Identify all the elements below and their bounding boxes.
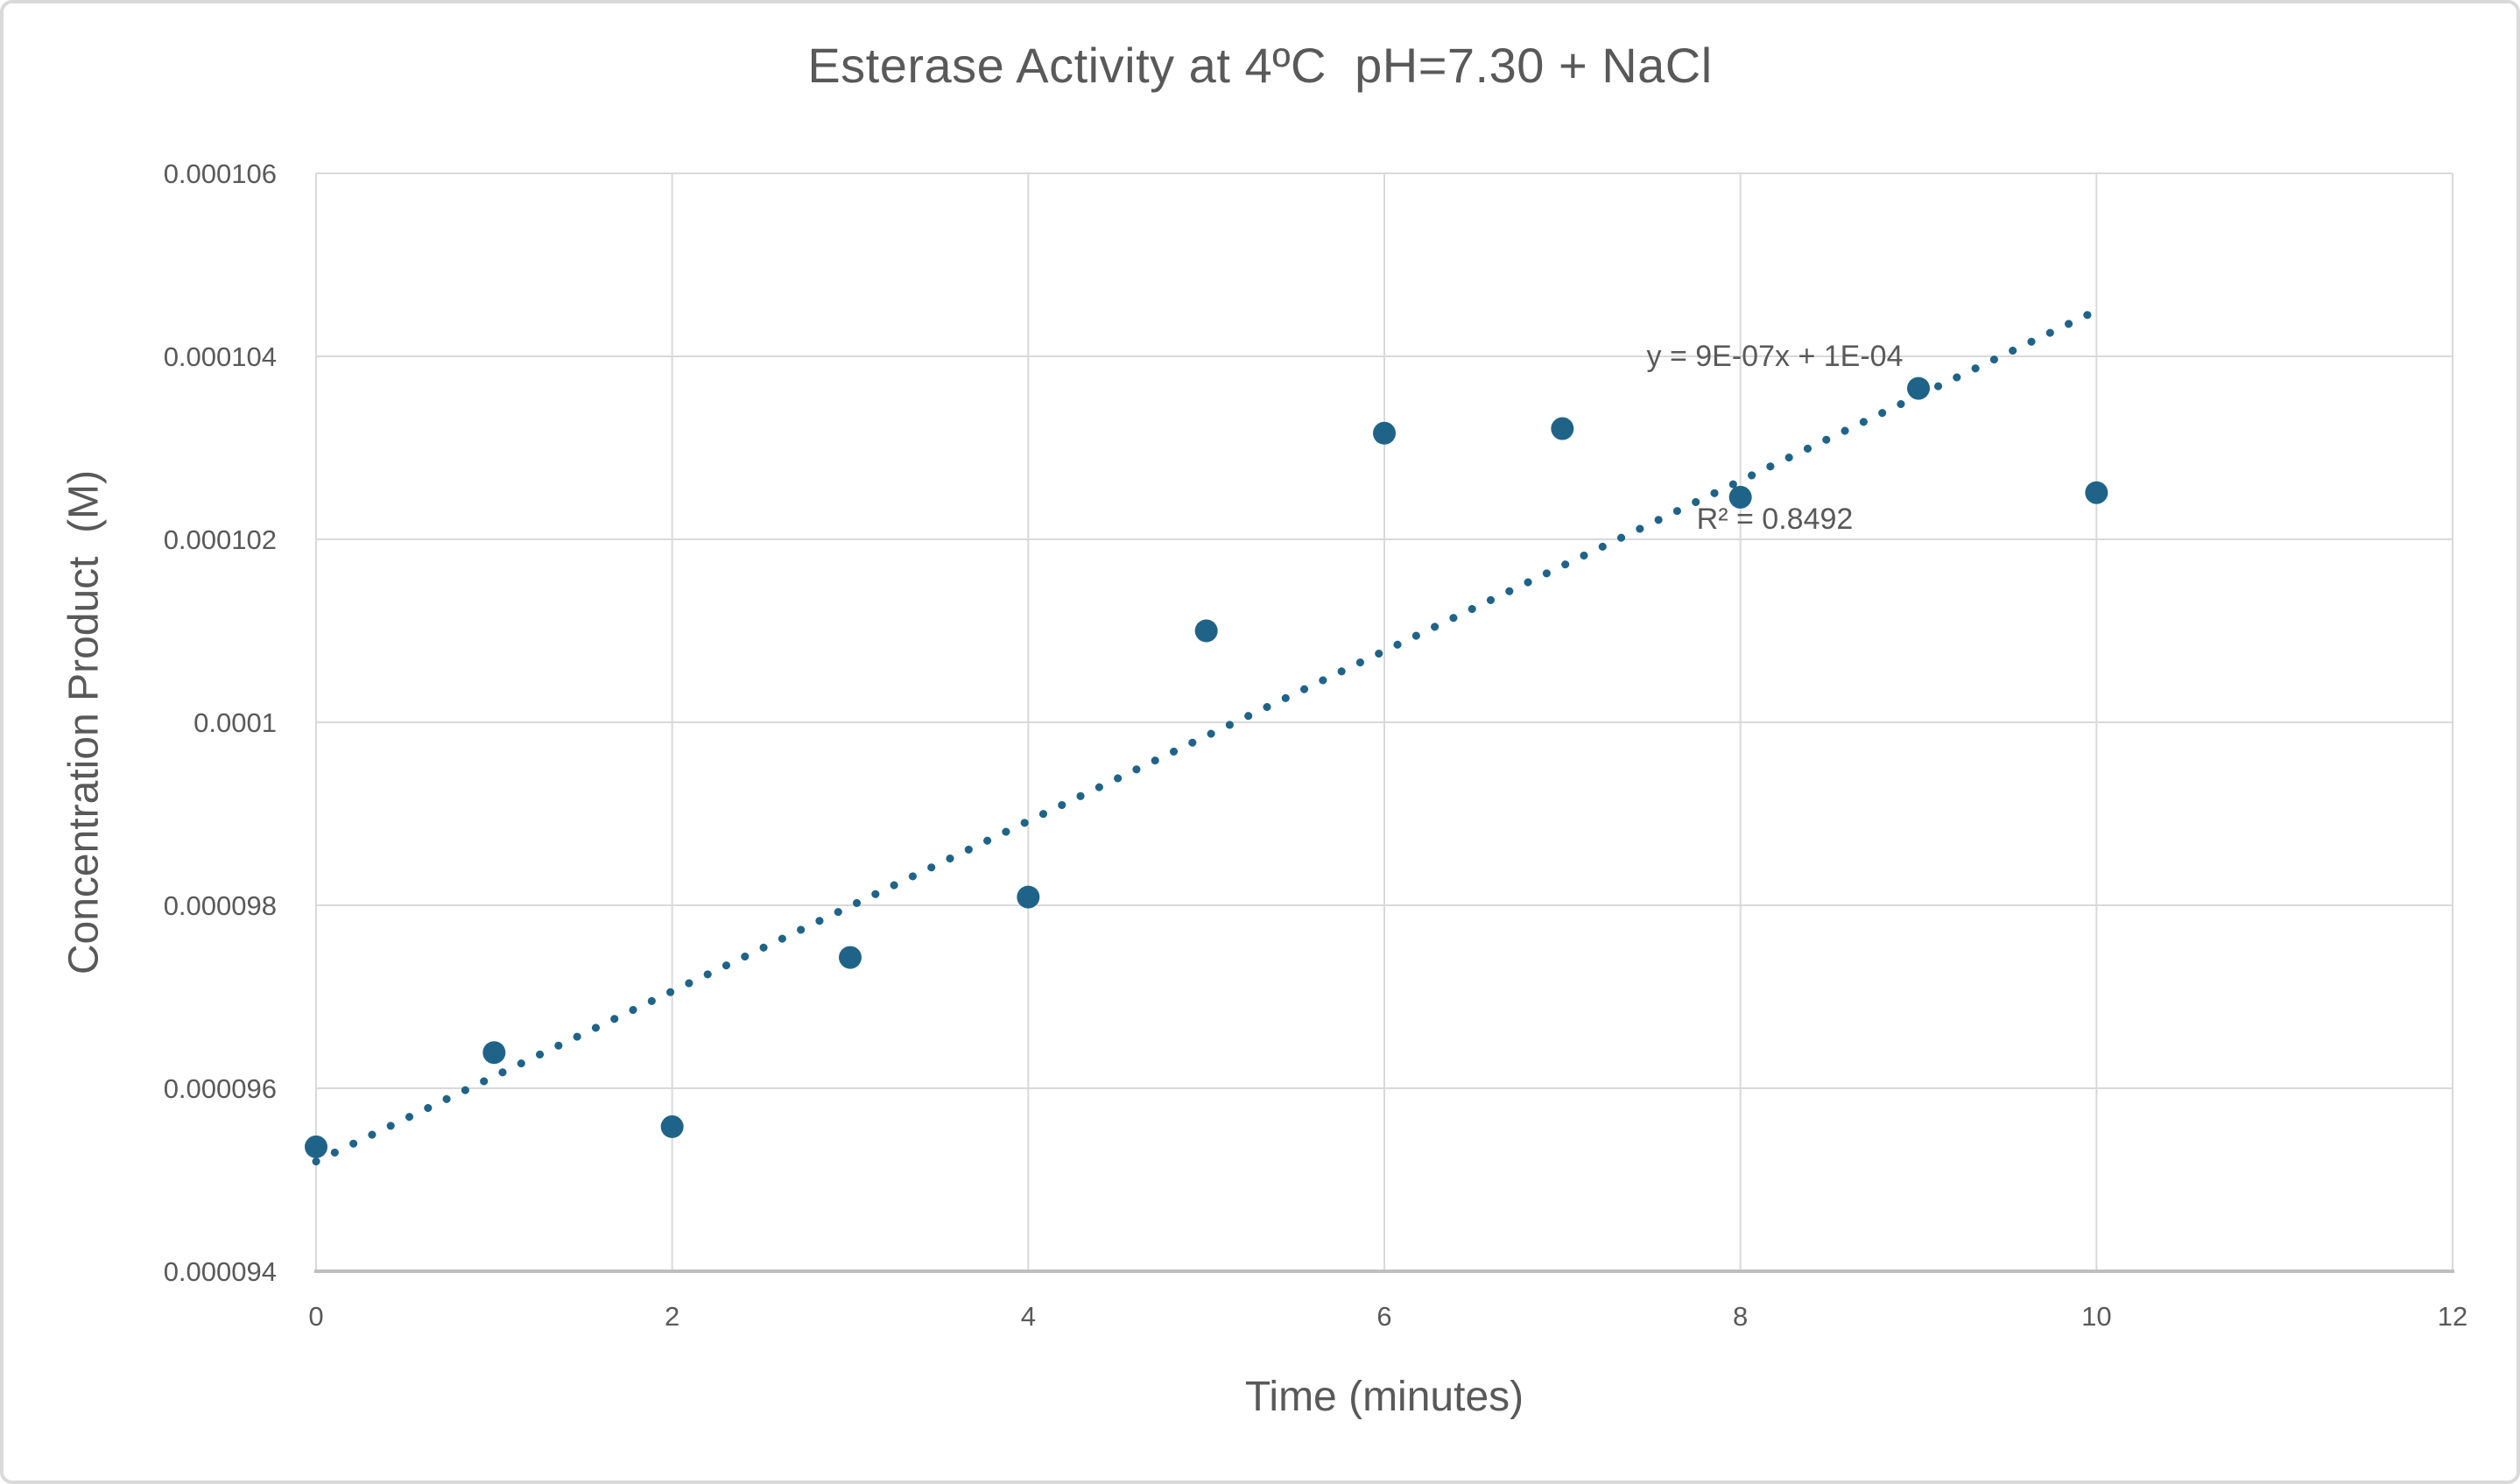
- y-tick-label: 0.000104: [164, 341, 277, 372]
- y-axis-title: Concentration Product (M): [60, 469, 108, 975]
- data-point: [839, 946, 862, 969]
- data-point: [1907, 376, 1930, 400]
- trendline-equation: y = 9E-07x + 1E-04: [1646, 340, 1904, 373]
- chart-title: Esterase Activity at 4ºC pH=7.30 + NaCl: [807, 38, 1713, 93]
- data-point: [1728, 485, 1752, 509]
- x-tick-label: 12: [2438, 1301, 2467, 1332]
- data-point: [482, 1041, 506, 1065]
- trendline-annotation: y = 9E-07x + 1E-04 R² = 0.8492: [1647, 221, 1904, 655]
- x-axis-title: Time (minutes): [1244, 1374, 1524, 1420]
- x-tick-label: 2: [665, 1301, 679, 1332]
- x-tick-label: 0: [308, 1301, 323, 1332]
- data-point: [1017, 885, 1040, 909]
- data-point: [1373, 421, 1396, 445]
- y-tick-label: 0.000102: [164, 524, 277, 555]
- trendline: [312, 306, 2101, 1166]
- data-point: [305, 1135, 327, 1158]
- y-tick-label: 0.0001: [194, 707, 277, 738]
- y-tick-label: 0.000096: [164, 1073, 277, 1104]
- x-tick-label: 8: [1733, 1301, 1748, 1332]
- y-tick-label: 0.000106: [164, 158, 277, 189]
- x-tick-label: 6: [1376, 1301, 1391, 1332]
- data-point: [660, 1115, 684, 1138]
- y-tick-label: 0.000094: [164, 1256, 277, 1287]
- x-tick-label: 10: [2081, 1301, 2111, 1332]
- data-point: [1551, 417, 1574, 440]
- trendline-r-squared: R² = 0.8492: [1696, 503, 1854, 536]
- x-tick-label: 4: [1021, 1301, 1036, 1332]
- data-point: [2085, 481, 2108, 504]
- data-point: [1194, 619, 1218, 643]
- y-tick-label: 0.000098: [164, 890, 277, 921]
